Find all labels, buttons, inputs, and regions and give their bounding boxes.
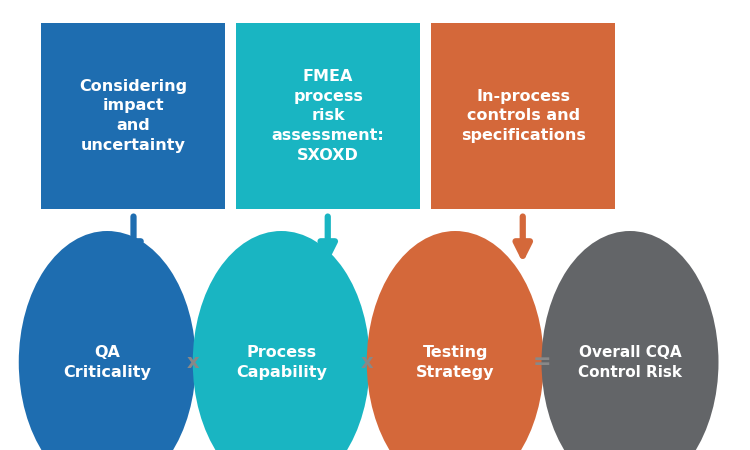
Text: FMEA
process
risk
assessment:
SXOXD: FMEA process risk assessment: SXOXD	[272, 69, 385, 163]
Text: Process
Capability: Process Capability	[236, 345, 327, 380]
Text: =: =	[532, 352, 550, 372]
Text: Testing
Strategy: Testing Strategy	[416, 345, 494, 380]
Ellipse shape	[542, 231, 718, 450]
Text: Overall CQA
Control Risk: Overall CQA Control Risk	[578, 345, 682, 380]
FancyBboxPatch shape	[431, 22, 615, 209]
Ellipse shape	[367, 231, 544, 450]
Text: QA
Criticality: QA Criticality	[63, 345, 152, 380]
Ellipse shape	[19, 231, 196, 450]
Text: In-process
controls and
specifications: In-process controls and specifications	[460, 89, 586, 143]
FancyBboxPatch shape	[236, 22, 420, 209]
FancyBboxPatch shape	[41, 22, 225, 209]
Text: x: x	[188, 353, 200, 372]
Text: x: x	[362, 353, 374, 372]
Ellipse shape	[193, 231, 370, 450]
Text: Considering
impact
and
uncertainty: Considering impact and uncertainty	[79, 79, 188, 153]
